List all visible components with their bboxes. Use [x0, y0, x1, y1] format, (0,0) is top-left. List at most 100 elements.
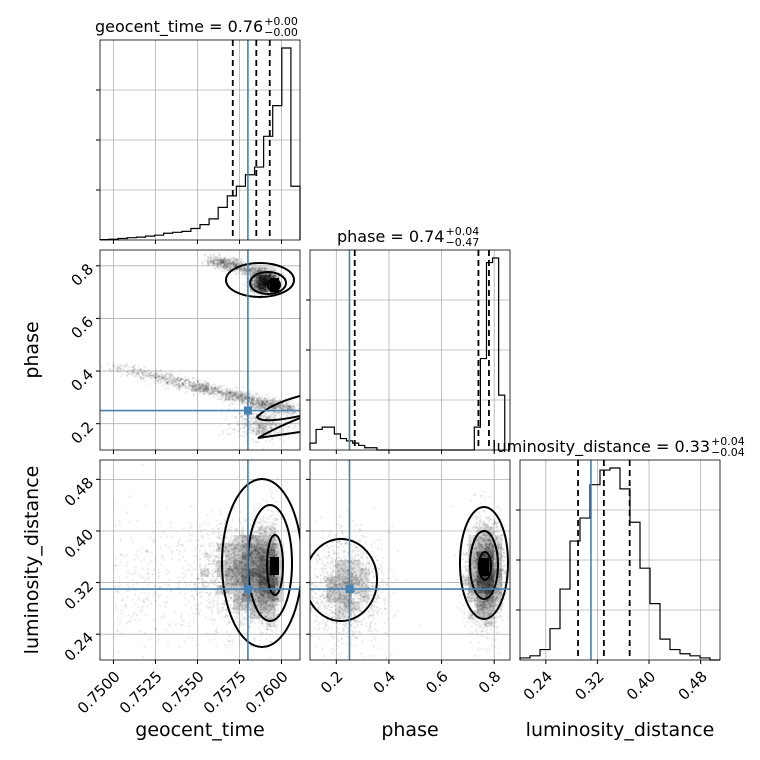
sample-point	[259, 264, 262, 267]
sample-point	[260, 268, 263, 271]
sample-point	[264, 267, 267, 270]
sample-point	[257, 282, 261, 285]
sample-point	[176, 386, 179, 389]
sample-point	[260, 278, 263, 281]
sample-point	[135, 374, 139, 378]
sample-point	[256, 441, 260, 444]
sample-point	[227, 390, 230, 393]
sample-point	[263, 278, 266, 281]
sample-point	[220, 412, 223, 415]
sample-point	[263, 281, 266, 285]
sample-point	[175, 383, 178, 386]
sample-point	[213, 260, 216, 263]
sample-point	[259, 288, 262, 291]
sample-point	[259, 280, 262, 283]
sample-point	[256, 279, 259, 283]
sample-point	[208, 259, 212, 263]
sample-point	[229, 262, 232, 266]
sample-point	[219, 259, 222, 262]
sample-point	[258, 274, 262, 277]
sample-point	[263, 278, 266, 282]
sample-point	[228, 268, 231, 272]
sample-point	[264, 280, 268, 283]
sample-point	[256, 285, 260, 288]
sample-point	[257, 278, 260, 281]
sample-point	[264, 285, 267, 289]
sample-point	[277, 275, 280, 278]
sample-point	[269, 276, 272, 279]
sample-point	[268, 275, 271, 278]
sample-point	[256, 279, 259, 283]
sample-point	[225, 393, 229, 397]
sample-point	[211, 259, 214, 262]
sample-point	[201, 386, 204, 389]
sample-point	[258, 284, 261, 287]
sample-point	[193, 604, 196, 607]
density-cell	[250, 275, 259, 284]
sample-point	[185, 390, 188, 393]
sample-point	[220, 261, 224, 265]
sample-point	[262, 282, 266, 285]
sample-point	[148, 374, 151, 377]
sample-point	[256, 285, 259, 288]
sample-point	[209, 254, 212, 257]
sample-point	[257, 286, 260, 289]
sample-point	[262, 274, 266, 277]
sample-point	[253, 281, 257, 285]
sample-point	[256, 283, 260, 287]
sample-point	[227, 265, 230, 268]
sample-point	[262, 277, 265, 280]
sample-point	[264, 281, 267, 284]
sample-point	[250, 396, 253, 399]
sample-point	[267, 277, 270, 280]
sample-point	[265, 397, 268, 400]
sample-point	[183, 380, 186, 383]
density-cell	[266, 266, 276, 276]
sample-point	[227, 433, 230, 436]
sample-point	[240, 268, 243, 271]
sample-point	[267, 277, 270, 280]
sample-point	[257, 275, 260, 278]
sample-point	[265, 280, 268, 283]
sample-point	[263, 283, 266, 287]
sample-point	[250, 425, 253, 429]
sample-point	[269, 274, 272, 277]
sample-point	[266, 276, 269, 279]
sample-point	[274, 274, 277, 277]
sample-point	[256, 287, 259, 290]
sample-point	[212, 262, 215, 265]
sample-point	[262, 283, 265, 286]
sample-point	[108, 367, 111, 370]
sample-point	[253, 268, 256, 271]
sample-point	[252, 394, 255, 398]
sample-point	[226, 269, 229, 272]
sample-point	[264, 282, 267, 286]
sample-point	[259, 286, 263, 289]
sample-point	[260, 277, 263, 280]
sample-point	[268, 275, 272, 279]
sample-point	[265, 282, 268, 285]
sample-point	[262, 282, 265, 285]
sample-point	[256, 281, 259, 284]
sample-point	[209, 383, 212, 387]
axes-frame	[99, 39, 301, 241]
sample-point	[257, 287, 261, 291]
density-cell	[250, 266, 259, 276]
sample-point	[265, 280, 268, 283]
sample-point	[259, 278, 263, 282]
sample-point	[263, 289, 266, 293]
sample-point	[262, 276, 265, 279]
sample-point	[178, 376, 182, 379]
sample-point	[184, 583, 188, 586]
sample-point	[260, 294, 263, 297]
sample-point	[235, 258, 238, 261]
sample-point	[231, 261, 234, 264]
sample-point	[263, 278, 266, 281]
sample-point	[262, 277, 266, 281]
sample-point	[255, 424, 258, 427]
sample-point	[255, 285, 258, 288]
scatter-panel-geocent_time-phase	[96, 249, 301, 454]
sample-point	[269, 274, 272, 277]
sample-point	[234, 416, 238, 419]
density-cell	[258, 266, 268, 276]
